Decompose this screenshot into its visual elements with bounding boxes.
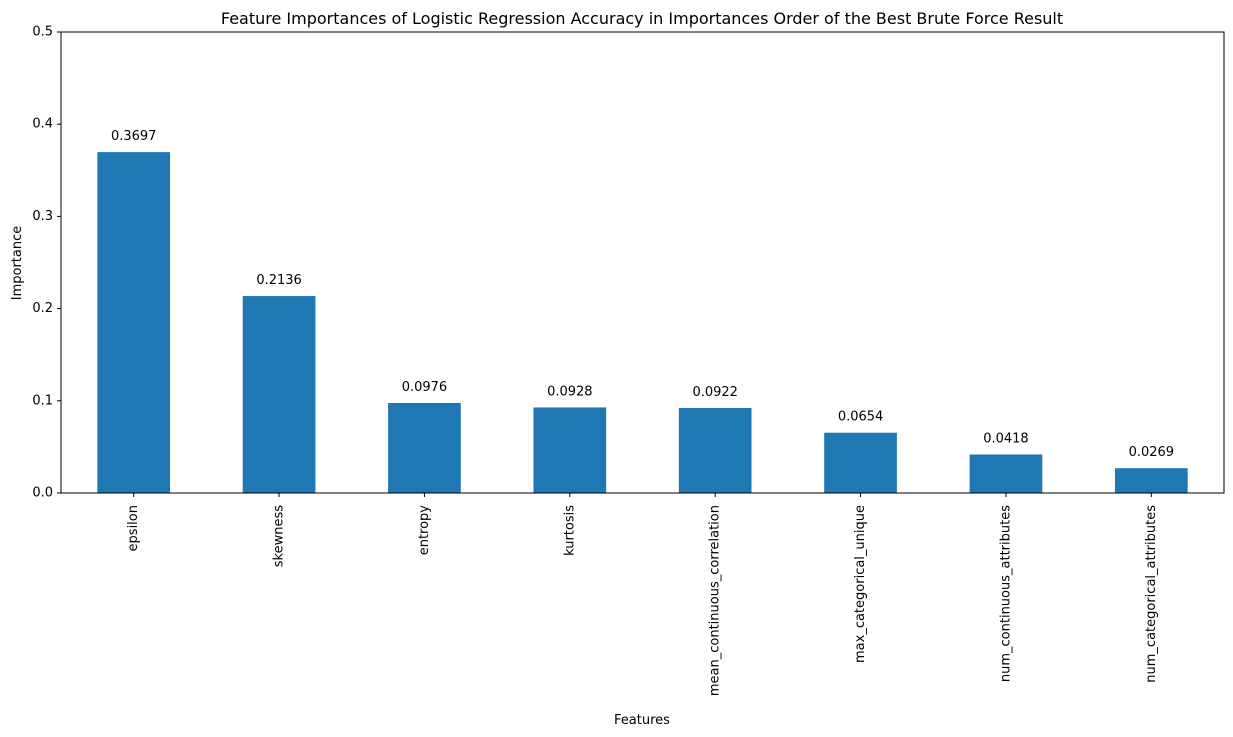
data-label-epsilon: 0.3697 [111,129,157,144]
bar-skewness [242,296,316,493]
y-tick-label: 0.2 [32,301,53,316]
bar-num_categorical_attributes [1114,468,1188,493]
data-label-kurtosis: 0.0928 [547,384,593,399]
x-tick-label-kurtosis: kurtosis [562,505,577,556]
data-labels-layer: 0.3697 0.2136 0.0976 0.0928 0.0922 0.0654 0.04… [111,129,1174,460]
bars-layer [97,152,1188,493]
data-label-entropy: 0.0976 [402,380,448,395]
y-tick-label: 0.3 [32,209,53,224]
bar-mean_continuous_correlation [678,407,752,493]
data-label-skewness: 0.2136 [256,273,302,288]
x-axis-ticks: epsilon skewness entropy kurtosis mean_conti… [126,493,1159,696]
x-tick-label-skewness: skewness [272,505,287,567]
x-tick-label-mean_continuous_correlation: mean_continuous_correlation [708,505,723,696]
data-label-num_categorical_attributes: 0.0269 [1129,445,1175,460]
bar-max_categorical_unique [824,432,897,493]
y-tick-label: 0.1 [32,393,53,408]
x-tick-label-entropy: entropy [417,505,432,556]
chart-title: Feature Importances of Logistic Regressi… [221,9,1063,28]
y-axis-ticks: 0.0 0.1 0.2 0.3 0.4 0.5 [32,25,61,501]
bar-epsilon [97,152,171,493]
y-axis-label: Importance [10,226,25,301]
x-axis-label: Features [614,713,670,728]
bar-kurtosis [533,407,607,493]
x-tick-label-epsilon: epsilon [126,505,141,551]
x-tick-label-max_categorical_unique: max_categorical_unique [853,505,868,663]
bar-num_continuous_attributes [969,454,1043,493]
x-tick-label-num_categorical_attributes: num_categorical_attributes [1144,505,1159,683]
plot-frame [60,31,1225,494]
data-label-max_categorical_unique: 0.0654 [838,410,884,425]
data-label-num_continuous_attributes: 0.0418 [983,431,1029,446]
y-tick-label: 0.0 [32,486,53,501]
bar-entropy [388,403,461,493]
y-tick-label: 0.4 [32,117,53,132]
y-tick-label: 0.5 [32,25,53,40]
data-label-mean_continuous_correlation: 0.0922 [692,385,738,400]
x-tick-label-num_continuous_attributes: num_continuous_attributes [998,505,1013,682]
